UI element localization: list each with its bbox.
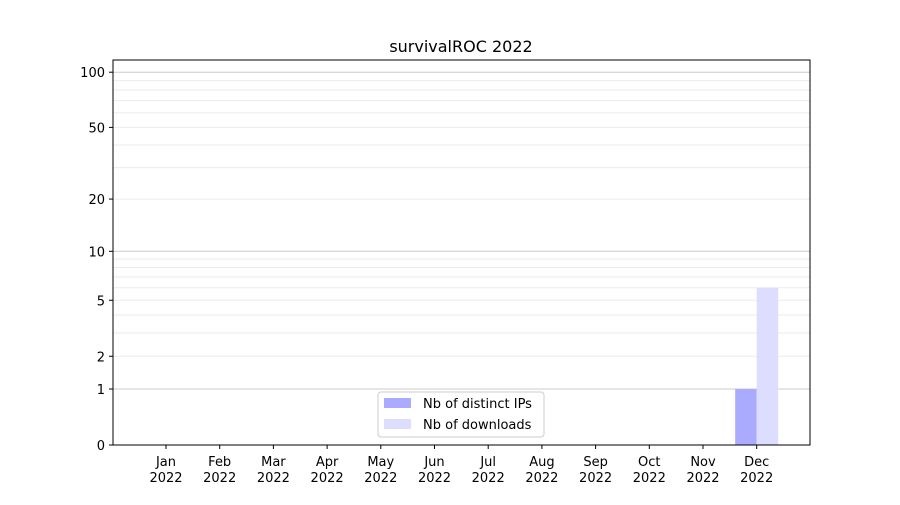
x-tick-label-month: Sep xyxy=(583,455,608,470)
x-tick-label-month: Aug xyxy=(529,455,554,470)
legend-label: Nb of distinct IPs xyxy=(423,397,532,412)
y-tick-label: 20 xyxy=(88,193,105,208)
x-tick-label-year: 2022 xyxy=(633,471,666,486)
x-tick-label-year: 2022 xyxy=(740,471,773,486)
x-tick-label-month: Mar xyxy=(261,455,286,470)
bar-downloads xyxy=(756,287,779,445)
x-tick-label-year: 2022 xyxy=(257,471,290,486)
y-tick-label: 50 xyxy=(88,121,105,136)
y-tick-label: 100 xyxy=(80,66,105,81)
legend-box xyxy=(377,391,545,438)
x-tick-label-month: Apr xyxy=(316,455,339,470)
x-tick-label-month: Feb xyxy=(208,455,231,470)
x-tick-label-year: 2022 xyxy=(149,471,182,486)
y-tick-label: 1 xyxy=(97,383,105,398)
y-tick-label: 0 xyxy=(97,439,105,454)
x-tick-label-year: 2022 xyxy=(472,471,505,486)
x-tick-label-month: Dec xyxy=(744,455,769,470)
legend: Nb of distinct IPs Nb of downloads xyxy=(377,391,545,438)
x-tick-label-year: 2022 xyxy=(311,471,344,486)
x-tick-label-year: 2022 xyxy=(364,471,397,486)
y-tick-label: 2 xyxy=(97,350,105,365)
x-tick-label-month: May xyxy=(367,455,394,470)
legend-swatch xyxy=(384,419,411,429)
bar-distinct-ips xyxy=(735,389,757,445)
x-tick-label-month: Nov xyxy=(690,455,716,470)
x-tick-label-year: 2022 xyxy=(686,471,719,486)
x-tick-label-year: 2022 xyxy=(525,471,558,486)
x-tick-label-year: 2022 xyxy=(418,471,451,486)
x-tick-label-month: Jan xyxy=(155,455,176,470)
x-tick-label-year: 2022 xyxy=(579,471,612,486)
x-tick-label-month: Jun xyxy=(423,455,444,470)
x-tick-label-month: Oct xyxy=(638,455,660,470)
plot-frame xyxy=(112,59,811,446)
legend-swatch xyxy=(384,398,411,408)
y-tick-label: 5 xyxy=(97,294,105,309)
legend-label: Nb of downloads xyxy=(423,418,532,433)
y-tick-label: 10 xyxy=(88,245,105,260)
x-tick-label-month: Jul xyxy=(479,455,496,470)
chart-title: survivalROC 2022 xyxy=(389,37,532,56)
x-tick-label-year: 2022 xyxy=(203,471,236,486)
